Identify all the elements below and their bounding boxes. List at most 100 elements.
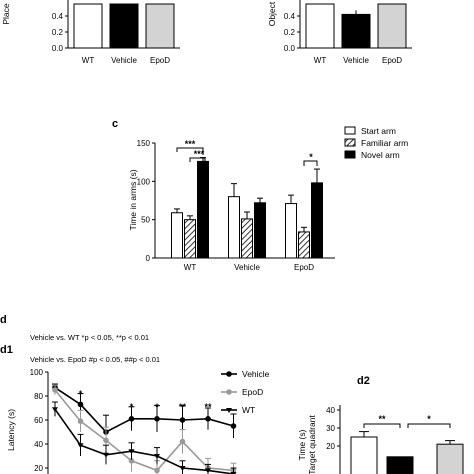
c-xtick-label: WT bbox=[184, 263, 197, 272]
c-xtick-label: EpoD bbox=[294, 263, 314, 272]
top-right-xtick-label: WT bbox=[314, 56, 327, 65]
d1-point bbox=[77, 443, 84, 449]
top-left-ytick-label: 0.2 bbox=[52, 28, 64, 37]
c-ytick-label: 50 bbox=[141, 216, 150, 225]
d1-annotation: ** bbox=[204, 402, 212, 412]
top-right-chart: 0.4 0.2 0.0 Object WT Vehicle EpoD bbox=[267, 0, 412, 65]
c-ylabel: Time in arms (s) bbox=[128, 169, 138, 230]
top-left-ytick-label: 0.4 bbox=[52, 12, 64, 21]
c-ytick-label: 150 bbox=[137, 139, 151, 148]
top-right-ytick-label: 0.2 bbox=[284, 28, 296, 37]
top-left-chart: 0.4 0.2 0.0 Place WT Vehicle EpoD bbox=[1, 0, 180, 65]
d2-bar bbox=[386, 456, 414, 474]
stats-line-1: Vehicle vs. WT *p < 0.05, **p < 0.01 bbox=[30, 333, 149, 342]
top-left-bar bbox=[109, 3, 139, 49]
d1-annotation: * bbox=[155, 402, 159, 412]
c-legend-swatch bbox=[344, 126, 356, 135]
panel-label-d2: d2 bbox=[357, 375, 370, 387]
d1-point bbox=[128, 449, 135, 455]
c-bar bbox=[254, 202, 266, 259]
d1-ytick-label: 80 bbox=[34, 392, 43, 401]
d1-legend-marker bbox=[226, 408, 232, 413]
d1-point bbox=[154, 454, 160, 459]
d1-point bbox=[154, 467, 160, 474]
top-left-bar bbox=[145, 3, 175, 49]
d2-bracket-1 bbox=[363, 423, 401, 428]
c-bar bbox=[298, 231, 310, 259]
c-annotation: * bbox=[309, 152, 313, 162]
d1-annotation: ** bbox=[179, 402, 187, 412]
top-right-xtick-label: EpoD bbox=[382, 56, 402, 65]
c-bar bbox=[311, 182, 323, 259]
d1-point bbox=[205, 468, 211, 474]
d1-series-line bbox=[54, 408, 234, 474]
d1-point bbox=[230, 423, 237, 429]
d1-series-line bbox=[54, 389, 234, 472]
d1-ytick-label: 60 bbox=[34, 416, 43, 425]
d1-annotation: * bbox=[79, 389, 83, 399]
d2-annotation: * bbox=[427, 414, 431, 424]
d1-point bbox=[77, 418, 84, 425]
c-ytick-label: 100 bbox=[137, 177, 151, 186]
d1-point bbox=[128, 416, 135, 422]
panel-label-c: c bbox=[112, 118, 118, 130]
d1-legend-label: Vehicle bbox=[242, 369, 270, 379]
c-legend-label: Start arm bbox=[361, 126, 396, 136]
d2-annotation: ** bbox=[378, 414, 386, 424]
panel-label-d: d bbox=[0, 314, 7, 326]
d1-series-line bbox=[54, 386, 234, 433]
c-bar bbox=[228, 196, 240, 259]
d1-ylabel: Latency (s) bbox=[6, 409, 16, 451]
c-legend-label: Familiar arm bbox=[361, 138, 408, 148]
d1-point bbox=[77, 401, 84, 408]
d1-point bbox=[179, 438, 186, 445]
d1-point bbox=[52, 407, 58, 413]
c-xtick-label: Vehicle bbox=[234, 263, 260, 272]
d1-point bbox=[154, 416, 160, 422]
top-right-ytick-label: 0.4 bbox=[284, 12, 296, 21]
c-bracket-familiar-novel bbox=[189, 157, 206, 162]
d2-ytick-label: 20 bbox=[326, 442, 335, 451]
d1-point bbox=[179, 417, 186, 423]
top-right-ytick-label: 0.0 bbox=[284, 44, 296, 53]
top-right-xtick-label: Vehicle bbox=[343, 56, 369, 65]
d2-bracket-2 bbox=[407, 423, 451, 428]
d1-legend-label: WT bbox=[242, 405, 255, 415]
d2-ytick-label: 40 bbox=[326, 406, 335, 415]
d1-point bbox=[103, 452, 109, 458]
c-legend-swatch bbox=[344, 138, 356, 147]
top-left-xtick-label: EpoD bbox=[150, 56, 170, 65]
top-right-bar bbox=[377, 3, 407, 49]
top-right-bar bbox=[305, 3, 335, 49]
top-right-bar bbox=[341, 13, 371, 49]
d2-bar bbox=[350, 436, 378, 474]
stats-line-2: Vehicle vs. EpoD #p < 0.05, ##p < 0.01 bbox=[30, 355, 160, 364]
top-left-xtick-label: WT bbox=[82, 56, 95, 65]
d2-bar bbox=[436, 443, 464, 474]
top-left-ylabel: Place bbox=[1, 3, 11, 25]
d1-legend-marker bbox=[226, 371, 232, 377]
d1-point bbox=[103, 437, 109, 444]
c-annotation: *** bbox=[185, 139, 196, 149]
c-bracket-epod bbox=[303, 160, 318, 166]
d1-legend-label: EpoD bbox=[242, 387, 263, 397]
c-ytick-label: 0 bbox=[146, 254, 151, 263]
panel-label-d1: d1 bbox=[0, 344, 13, 356]
d2-ylabel: Time (s)Target quadrant bbox=[297, 415, 317, 474]
c-bar bbox=[171, 212, 183, 259]
top-left-xtick-label: Vehicle bbox=[111, 56, 137, 65]
top-left-ytick-label: 0.0 bbox=[52, 44, 64, 53]
top-right-ylabel: Object bbox=[267, 1, 277, 26]
d1-point bbox=[52, 387, 58, 393]
c-bracket-start-novel bbox=[176, 147, 204, 155]
c-bar bbox=[184, 219, 196, 259]
d1-legend-marker bbox=[226, 389, 232, 395]
c-bar bbox=[197, 160, 209, 259]
d1-ytick-label: 40 bbox=[34, 440, 43, 449]
d2-ytick-label: 30 bbox=[326, 424, 335, 433]
c-legend-swatch bbox=[344, 150, 356, 159]
